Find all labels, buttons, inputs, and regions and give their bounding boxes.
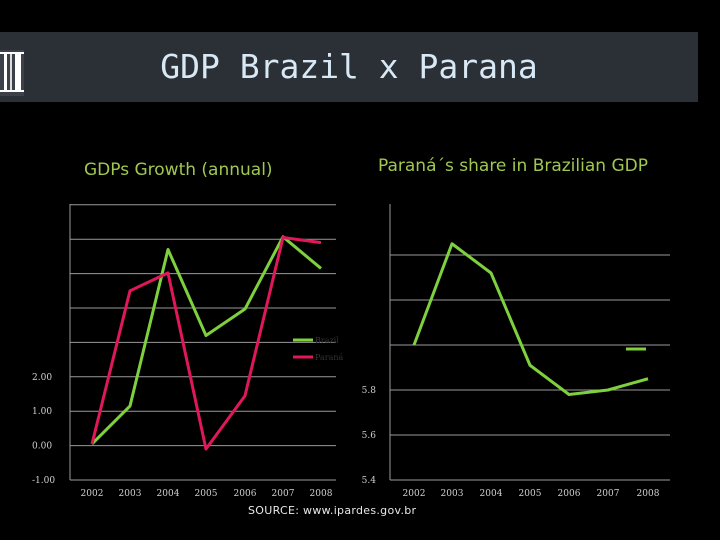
right-x-tick-label: 2003 [441, 489, 464, 499]
slide-title: GDP Brazil x Parana [160, 47, 538, 86]
right-x-tick-label: 2002 [403, 489, 426, 499]
decorative-bars-icon [0, 50, 24, 96]
left-chart-title: GDPs Growth (annual) [84, 160, 273, 180]
right-y-tick-label: 5.8 [362, 386, 377, 396]
left-x-tick-label: 2008 [310, 489, 333, 499]
title-bar [0, 32, 698, 102]
right-y-tick-label: 5.6 [362, 431, 377, 441]
left-y-tick-label: 0.00 [32, 442, 52, 452]
source-note: SOURCE: www.ipardes.gov.br [248, 504, 417, 517]
left-x-tick-label: 2004 [157, 489, 180, 499]
right-x-tick-label: 2007 [597, 489, 620, 499]
right-x-tick-label: 2004 [480, 489, 503, 499]
left-legend-label: Brazil [315, 336, 339, 345]
right-y-tick-label: 5.4 [362, 476, 377, 486]
right-x-tick-label: 2005 [519, 489, 542, 499]
left-y-tick-label: -1.00 [32, 476, 55, 486]
left-y-tick-label: 2.00 [32, 373, 52, 383]
left-y-tick-label: 1.00 [32, 407, 52, 417]
left-x-tick-label: 2003 [119, 489, 142, 499]
right-chart-title: Paraná´s share in Brazilian GDP [378, 156, 648, 176]
left-x-tick-label: 2006 [234, 489, 257, 499]
right-x-tick-label: 2006 [558, 489, 581, 499]
left-series-line [90, 235, 322, 451]
left-legend-label: Paraná [315, 353, 344, 362]
left-x-tick-label: 2007 [272, 489, 295, 499]
left-x-tick-label: 2002 [81, 489, 104, 499]
left-x-tick-label: 2005 [195, 489, 218, 499]
right-series-line [412, 242, 649, 396]
right-x-tick-label: 2008 [637, 489, 660, 499]
